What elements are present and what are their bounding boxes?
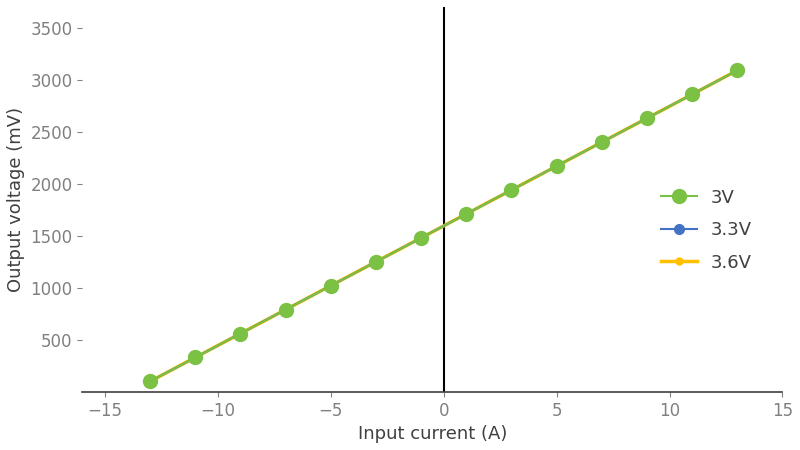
3.6V [416, 235, 426, 241]
3V [236, 331, 246, 336]
3.3V [326, 283, 335, 288]
3.3V [236, 331, 246, 336]
3.6V [642, 116, 652, 121]
3.6V [371, 259, 381, 265]
3.6V [462, 211, 471, 216]
3.3V [506, 187, 516, 193]
3V [371, 259, 381, 265]
3V [642, 116, 652, 121]
X-axis label: Input current (A): Input current (A) [358, 425, 507, 443]
Line: 3.3V: 3.3V [146, 66, 742, 386]
3.3V [552, 163, 562, 169]
3.6V [236, 331, 246, 336]
3V [462, 211, 471, 216]
3.6V [597, 140, 606, 145]
3.6V [506, 187, 516, 193]
3V [281, 307, 290, 312]
3V [190, 355, 200, 360]
3.3V [190, 355, 200, 360]
3.3V [416, 235, 426, 241]
3.6V [281, 307, 290, 312]
Line: 3.6V: 3.6V [146, 67, 741, 385]
3.6V [687, 92, 697, 97]
3.3V [146, 379, 155, 384]
3V [506, 187, 516, 193]
3V [597, 140, 606, 145]
3V [416, 235, 426, 241]
3.6V [552, 163, 562, 169]
Line: 3V: 3V [143, 63, 744, 388]
3V [552, 163, 562, 169]
3.6V [146, 379, 155, 384]
3.6V [190, 355, 200, 360]
3V [733, 68, 742, 73]
3V [146, 379, 155, 384]
3V [326, 283, 335, 288]
3.3V [281, 307, 290, 312]
3.3V [597, 140, 606, 145]
3.3V [733, 68, 742, 73]
Legend: 3V, 3.3V, 3.6V: 3V, 3.3V, 3.6V [654, 181, 759, 279]
Y-axis label: Output voltage (mV): Output voltage (mV) [7, 107, 25, 292]
3.3V [371, 259, 381, 265]
3.6V [326, 283, 335, 288]
3.3V [642, 116, 652, 121]
3.3V [462, 211, 471, 216]
3V [687, 92, 697, 97]
3.3V [687, 92, 697, 97]
3.6V [733, 68, 742, 73]
